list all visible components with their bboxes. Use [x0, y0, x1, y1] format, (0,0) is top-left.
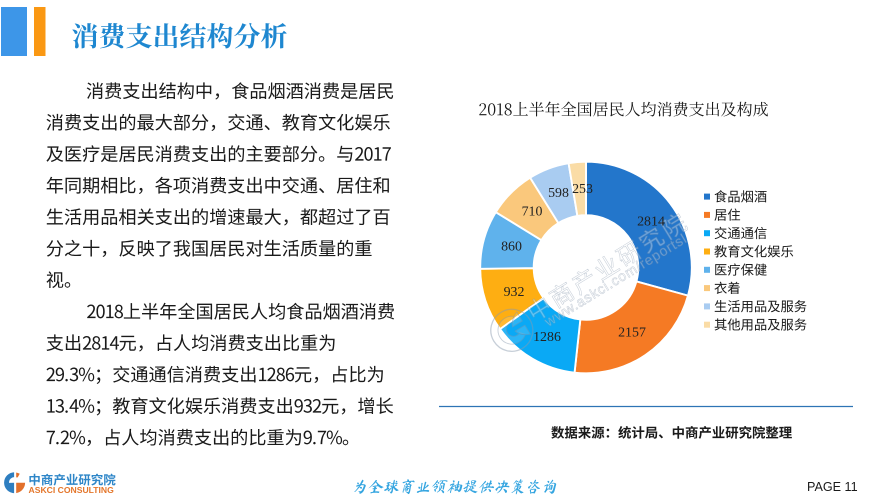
svg-text:1286: 1286 — [533, 330, 561, 345]
svg-text:2814: 2814 — [637, 215, 665, 230]
svg-text:PAGE 11: PAGE 11 — [807, 480, 858, 494]
svg-text:ASKCI CONSULTING: ASKCI CONSULTING — [29, 485, 115, 495]
svg-text:598: 598 — [548, 186, 569, 201]
svg-text:710: 710 — [522, 205, 543, 220]
svg-text:932: 932 — [504, 285, 525, 300]
svg-text:253: 253 — [572, 182, 593, 197]
svg-text:860: 860 — [501, 239, 522, 254]
svg-text:2157: 2157 — [618, 326, 646, 341]
